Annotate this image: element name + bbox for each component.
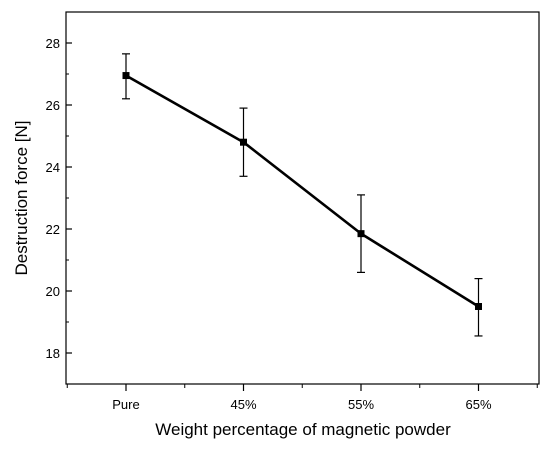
y-tick-label: 26 bbox=[46, 98, 60, 113]
data-point bbox=[357, 230, 365, 238]
plot-frame bbox=[65, 11, 540, 385]
data-point bbox=[475, 303, 482, 310]
series bbox=[122, 53, 483, 337]
x-tick-label: Pure bbox=[112, 397, 139, 412]
y-tick-label: 22 bbox=[46, 222, 60, 237]
y-tick-label: 28 bbox=[46, 36, 60, 51]
y-axis: 18 20 22 24 26 28 bbox=[46, 11, 72, 385]
series-line bbox=[125, 74, 480, 308]
y-axis-title: Destruction force [N] bbox=[12, 121, 31, 276]
x-axis: Pure 45% 55% 65% bbox=[66, 384, 538, 412]
data-point bbox=[240, 138, 247, 146]
y-tick-label: 24 bbox=[46, 160, 60, 175]
x-tick-label: 45% bbox=[230, 397, 256, 412]
x-tick-label: 55% bbox=[348, 397, 374, 412]
y-tick-label: 20 bbox=[46, 284, 60, 299]
y-tick-label: 18 bbox=[46, 346, 60, 361]
x-axis-title: Weight percentage of magnetic powder bbox=[155, 420, 451, 439]
x-tick-label: 65% bbox=[465, 397, 491, 412]
data-point bbox=[122, 72, 130, 80]
